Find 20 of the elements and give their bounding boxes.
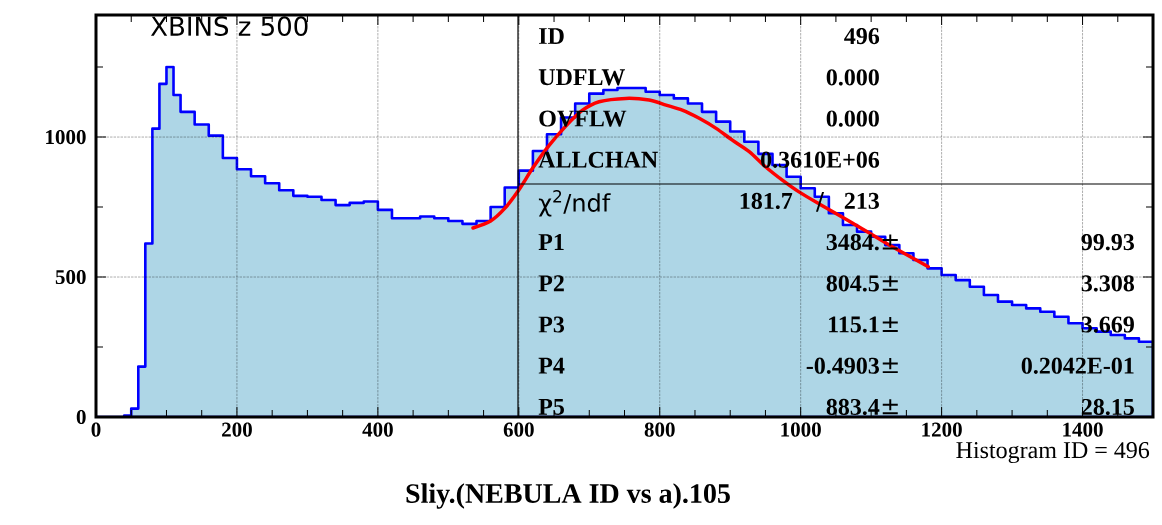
annotation: XBINS z 500 xyxy=(150,16,308,36)
x-tick-label: 1400 xyxy=(1063,422,1103,437)
y-tick-label: 500 xyxy=(55,269,86,285)
annotation: 0.000 xyxy=(826,110,879,127)
x-tick-label: 1200 xyxy=(922,422,962,437)
x-tick-label: 0 xyxy=(91,422,101,437)
x-tick-label: 400 xyxy=(362,422,393,437)
text: Sliy.(NEBULA ID vs a).105 xyxy=(406,483,730,509)
annotation: 496 xyxy=(844,28,880,45)
annotation: ID xyxy=(539,28,564,44)
y-tick-label: 0 xyxy=(76,409,86,425)
x-tick-label: 600 xyxy=(503,422,534,437)
x-tick-label: 800 xyxy=(644,422,675,437)
annotation: ALLCHAN xyxy=(538,151,658,168)
x-tick-label: 1000 xyxy=(781,422,821,437)
x-tick-label: 200 xyxy=(222,422,252,437)
text: Histogram ID = 496 xyxy=(956,442,1150,464)
annotation: 0.000 xyxy=(826,69,879,86)
annotation: UDFLW xyxy=(538,69,625,86)
y-tick-label: 1000 xyxy=(46,129,86,145)
